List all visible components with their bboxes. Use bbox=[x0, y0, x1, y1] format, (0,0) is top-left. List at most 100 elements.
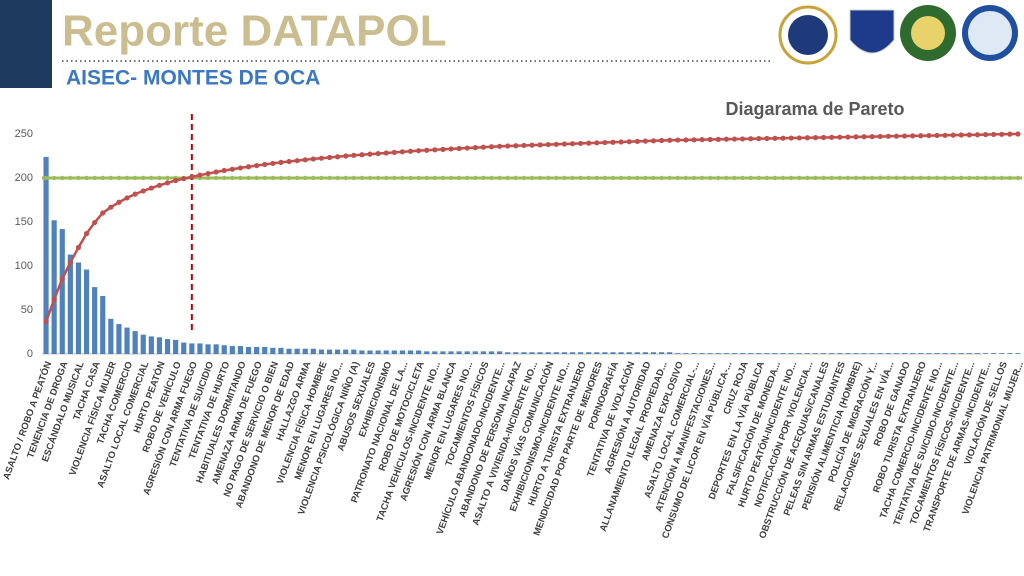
threshold-dot bbox=[124, 175, 130, 181]
threshold-dot bbox=[294, 175, 300, 181]
pareto-dot bbox=[181, 176, 187, 182]
pareto-dot bbox=[92, 219, 98, 226]
bar bbox=[764, 353, 770, 354]
pareto-dot bbox=[229, 166, 235, 172]
pareto-dot bbox=[359, 152, 365, 158]
bar bbox=[221, 345, 227, 354]
bar bbox=[658, 352, 665, 354]
pareto-dot bbox=[391, 149, 397, 156]
pareto-dot bbox=[456, 145, 462, 152]
threshold-dot bbox=[626, 175, 632, 181]
pareto-dot bbox=[213, 169, 219, 175]
pareto-dot bbox=[748, 136, 754, 142]
threshold-dot bbox=[934, 175, 940, 181]
bar bbox=[934, 353, 940, 354]
threshold-dot bbox=[991, 175, 996, 181]
pareto-dot bbox=[488, 144, 495, 150]
threshold-dot bbox=[149, 175, 154, 181]
pareto-dot bbox=[586, 140, 592, 146]
threshold-dot bbox=[505, 175, 510, 181]
pareto-dot bbox=[901, 133, 908, 139]
threshold-dot bbox=[408, 175, 413, 181]
pareto-dot bbox=[683, 137, 689, 143]
threshold-dot bbox=[764, 175, 770, 181]
bar bbox=[472, 351, 478, 354]
bar bbox=[739, 353, 746, 354]
bar bbox=[642, 352, 648, 354]
bar bbox=[537, 352, 543, 354]
pareto-dot bbox=[642, 138, 648, 144]
threshold-dot bbox=[643, 175, 648, 181]
bar bbox=[707, 353, 713, 354]
pareto-dot bbox=[966, 132, 972, 138]
pareto-dot bbox=[958, 132, 964, 138]
threshold-dot bbox=[497, 175, 502, 181]
bar bbox=[399, 350, 406, 354]
pareto-dot bbox=[553, 141, 559, 147]
threshold-dot bbox=[529, 175, 535, 181]
threshold-dot bbox=[959, 175, 964, 181]
threshold-dot bbox=[602, 175, 608, 181]
pareto-dot bbox=[148, 185, 154, 191]
logos bbox=[778, 5, 1018, 65]
threshold-dot bbox=[635, 175, 640, 181]
threshold-dot bbox=[43, 175, 49, 181]
bar bbox=[723, 353, 729, 354]
pareto-dot bbox=[1007, 131, 1013, 137]
bar bbox=[254, 346, 260, 354]
threshold-dot bbox=[213, 175, 219, 181]
bar bbox=[772, 353, 778, 354]
pareto-dot bbox=[756, 136, 762, 142]
pareto-dot bbox=[375, 150, 381, 157]
bar bbox=[189, 343, 195, 354]
threshold-dot bbox=[1015, 175, 1021, 181]
threshold-dot bbox=[853, 175, 859, 181]
threshold-dot bbox=[246, 175, 251, 181]
pareto-dot bbox=[594, 140, 600, 146]
pareto-dot bbox=[764, 135, 770, 142]
pareto-dot bbox=[351, 152, 357, 158]
threshold-dot bbox=[886, 175, 891, 181]
pareto-dot bbox=[812, 135, 819, 141]
y-tick-label: 50 bbox=[21, 304, 33, 316]
threshold-dot bbox=[489, 175, 494, 181]
pareto-dot bbox=[189, 174, 195, 180]
threshold-dot bbox=[116, 175, 122, 181]
threshold-dot bbox=[683, 175, 689, 181]
threshold-dot bbox=[432, 175, 438, 181]
bar bbox=[83, 269, 90, 354]
bar bbox=[270, 347, 276, 354]
threshold-dot bbox=[788, 175, 794, 181]
pareto-dot bbox=[950, 132, 956, 138]
threshold-dot bbox=[165, 175, 170, 181]
threshold-dot bbox=[618, 175, 624, 181]
bar bbox=[521, 352, 527, 354]
pareto-dot bbox=[254, 162, 260, 169]
threshold-dot bbox=[667, 175, 672, 181]
pareto-dot bbox=[480, 144, 487, 150]
bar bbox=[351, 349, 357, 354]
threshold-dot bbox=[983, 175, 988, 181]
pareto-dot bbox=[67, 259, 73, 266]
pareto-dot bbox=[140, 188, 146, 194]
pareto-dot bbox=[399, 149, 406, 155]
bar bbox=[197, 343, 203, 354]
pareto-dot bbox=[245, 164, 252, 170]
threshold-dot bbox=[513, 175, 519, 181]
pareto-dot bbox=[658, 137, 665, 144]
pareto-dot bbox=[51, 296, 57, 303]
pareto-dot bbox=[982, 131, 989, 138]
pareto-dot bbox=[173, 177, 179, 184]
bar bbox=[51, 220, 57, 354]
pareto-dot bbox=[650, 138, 657, 144]
pareto-dot bbox=[796, 135, 802, 141]
bar bbox=[910, 353, 916, 354]
bar bbox=[837, 353, 843, 354]
plot-area bbox=[0, 88, 1024, 576]
pareto-dot bbox=[164, 180, 171, 186]
pareto-dot bbox=[521, 142, 527, 149]
logo bbox=[788, 15, 828, 55]
bar bbox=[820, 353, 827, 354]
bar bbox=[545, 352, 551, 354]
threshold-dot bbox=[748, 175, 753, 181]
